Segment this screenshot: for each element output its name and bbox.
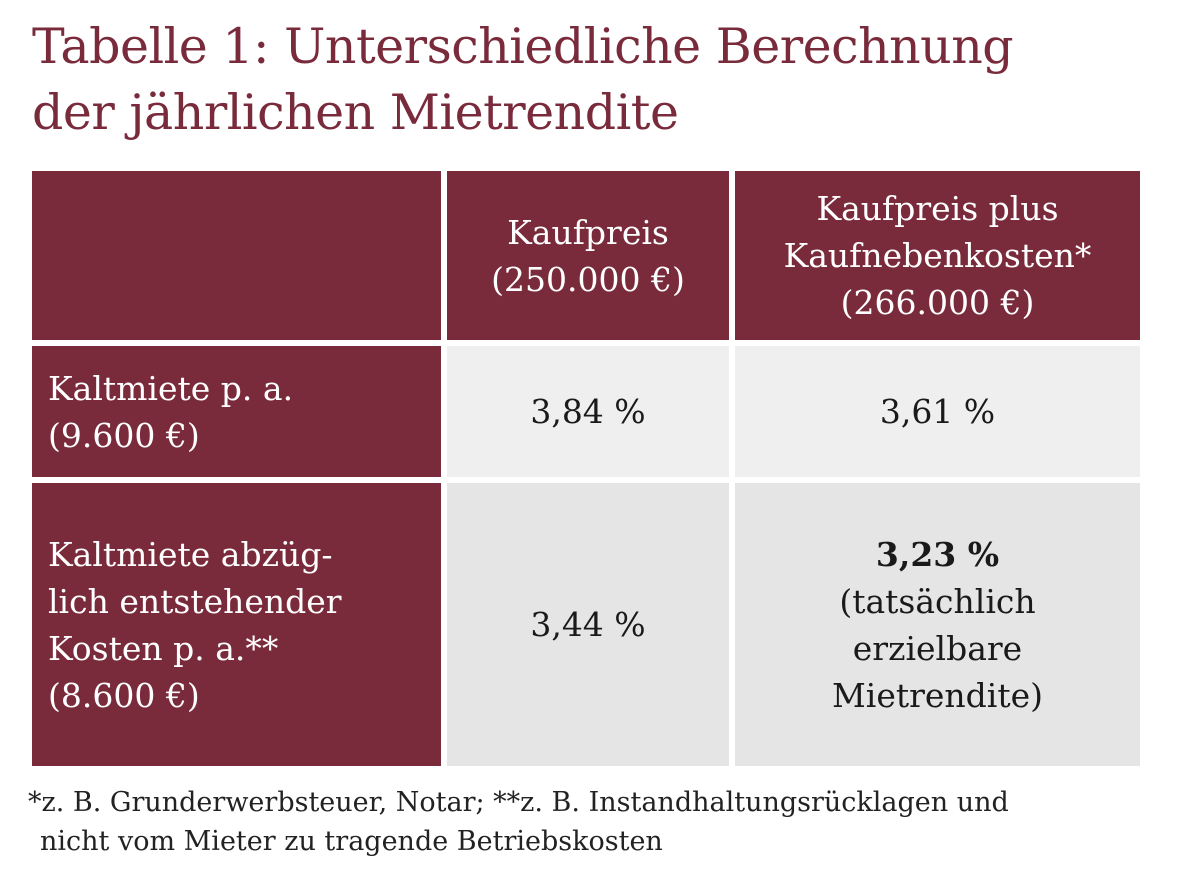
header-kaufpreis-plus-line1: Kaufpreis plus xyxy=(816,189,1059,228)
row1-col1-text: 3,84 % xyxy=(530,392,646,431)
row2-col2-line4: Mietrendite) xyxy=(831,675,1044,715)
header-kaufpreis-plus-line3: (266.000 €) xyxy=(840,283,1035,322)
footnote-line2: nicht vom Mieter zu tragende Betriebskos… xyxy=(40,826,663,857)
row1-label-line2: (9.600 €) xyxy=(48,415,200,455)
title-line-1: Tabelle 1: Unterschiedliche Berechnung xyxy=(32,18,1014,75)
header-kaufpreis-line2: (250.000 €) xyxy=(491,259,685,299)
row2-label-line3: Kosten p. a.** xyxy=(48,628,279,668)
row2-label-line4: (8.600 €) xyxy=(48,675,200,715)
header-kaufpreis-plus-line2: Kaufnebenkosten* xyxy=(783,236,1092,275)
header-empty-cell xyxy=(32,171,441,340)
header-kaufpreis: Kaufpreis (250.000 €) xyxy=(447,171,729,340)
header-kaufpreis-line1: Kaufpreis xyxy=(507,212,669,252)
row1-col2-text: 3,61 % xyxy=(879,392,996,431)
row2-col2-highlight: 3,23 % xyxy=(875,534,1000,574)
row2-col1-text: 3,44 % xyxy=(530,605,646,644)
row2-col1-value: 3,44 % xyxy=(447,483,729,766)
page-title: Tabelle 1: Unterschiedliche Berechnung d… xyxy=(32,14,1162,146)
row2-col2-value: 3,23 % (tatsächlich erzielbare Mietrendi… xyxy=(735,483,1140,766)
title-line-2: der jährlichen Mietrendite xyxy=(32,84,679,141)
row2-col2-line3: erzielbare xyxy=(852,628,1023,668)
rent-yield-table: Kaufpreis (250.000 €) Kaufpreis plus Kau… xyxy=(32,171,1140,766)
row2-label-line1: Kaltmiete abzüg- xyxy=(48,534,333,574)
footnote: *z. B. Grunderwerbsteuer, Notar; **z. B.… xyxy=(28,783,1158,861)
header-kaufpreis-plus: Kaufpreis plus Kaufnebenkosten* (266.000… xyxy=(735,171,1140,340)
row2-col2-line2: (tatsächlich xyxy=(839,581,1036,621)
row2-label: Kaltmiete abzüg- lich entstehender Koste… xyxy=(32,483,441,766)
row1-col1-value: 3,84 % xyxy=(447,346,729,477)
row1-label: Kaltmiete p. a. (9.600 €) xyxy=(32,346,441,477)
row1-col2-value: 3,61 % xyxy=(735,346,1140,477)
row2-label-line2: lich entstehender xyxy=(48,581,342,621)
row1-label-line1: Kaltmiete p. a. xyxy=(48,368,294,408)
footnote-line1: *z. B. Grunderwerbsteuer, Notar; **z. B.… xyxy=(28,787,1009,818)
